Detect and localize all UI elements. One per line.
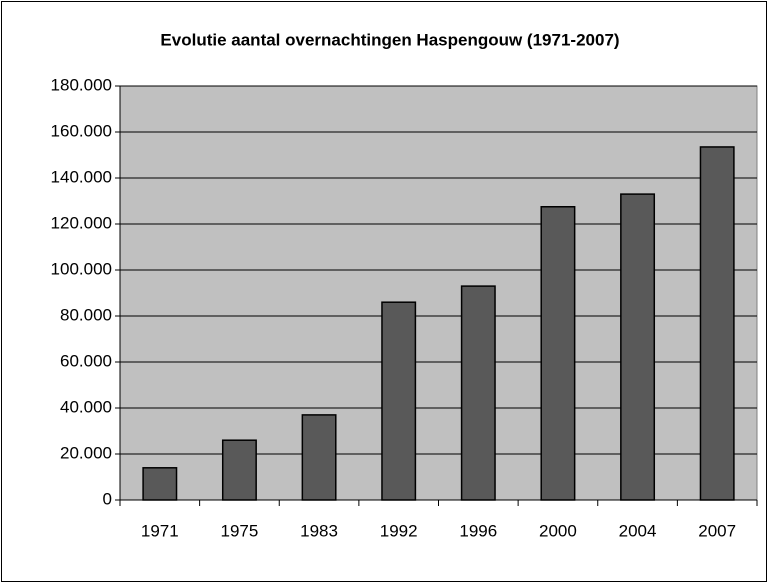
chart-title: Evolutie aantal overnachtingen Haspengou… (160, 30, 619, 49)
bar (540, 206, 576, 501)
x-tick-label: 2004 (619, 521, 657, 540)
x-tick-label: 2000 (539, 521, 577, 540)
x-tick-label: 1971 (141, 521, 179, 540)
y-tick-label: 20.000 (60, 443, 112, 462)
plot-area (119, 85, 758, 501)
y-tick-label: 80.000 (60, 305, 112, 324)
bar (142, 467, 178, 501)
bar (221, 439, 257, 501)
bar (699, 146, 735, 501)
y-tick-label: 60.000 (60, 351, 112, 370)
y-tick-label: 40.000 (60, 397, 112, 416)
bar (301, 414, 337, 501)
y-tick-label: 100.000 (51, 259, 112, 278)
y-tick-label: 120.000 (51, 213, 112, 232)
x-tick-label: 1983 (300, 521, 338, 540)
x-tick-label: 1996 (459, 521, 497, 540)
x-tick-label: 1992 (380, 521, 418, 540)
y-tick-label: 140.000 (51, 167, 112, 186)
bar (460, 285, 496, 501)
bar (620, 193, 656, 501)
y-tick-label: 180.000 (51, 75, 112, 94)
y-tick-label: 160.000 (51, 121, 112, 140)
x-tick-label: 1975 (221, 521, 259, 540)
x-tick-label: 2007 (698, 521, 736, 540)
bar (381, 301, 417, 501)
y-tick-label: 0 (103, 489, 112, 508)
